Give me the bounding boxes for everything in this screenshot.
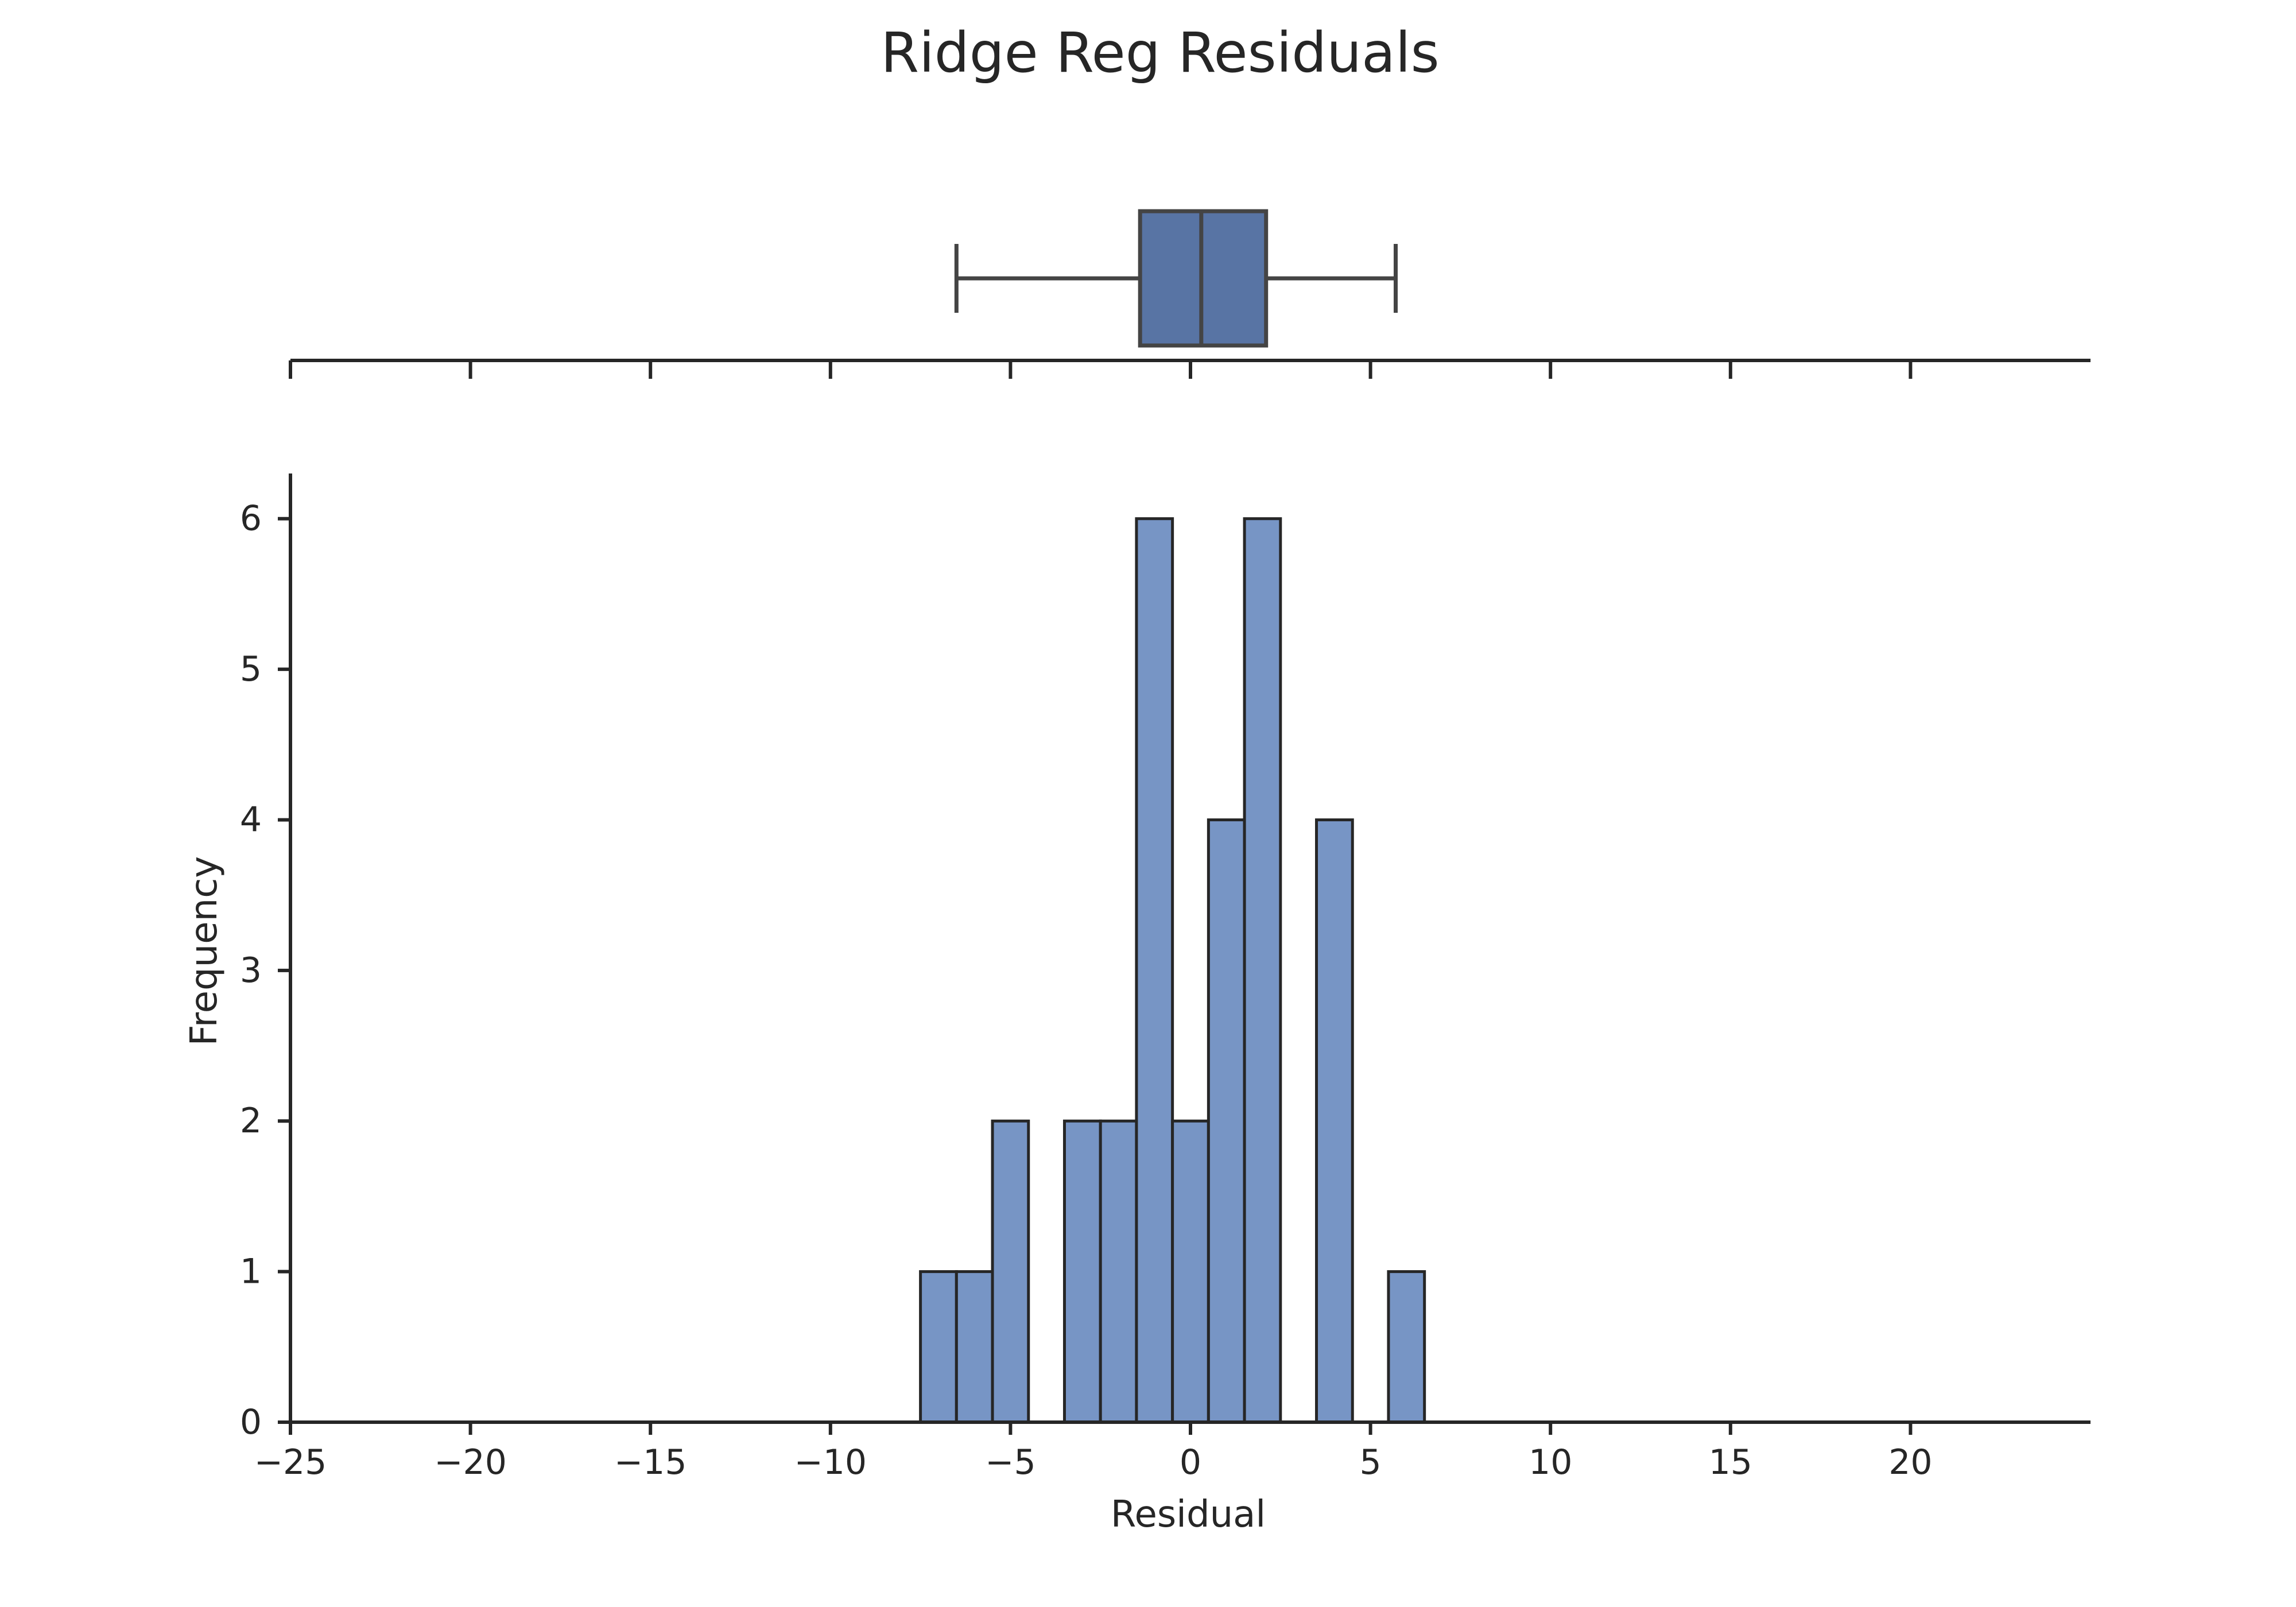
histogram-bar-0 (919, 1270, 958, 1424)
histogram-bar-11 (1315, 818, 1354, 1424)
histogram-panel: 0 1 2 3 4 5 6 −25 −20 −15 −10 −5 0 5 10 15 20 (240, 473, 2091, 1482)
x-axis-label: Residual (1111, 1493, 1266, 1536)
histogram-bar-6 (1135, 517, 1174, 1424)
y-tick-label: 4 (240, 799, 262, 840)
y-tick-label: 6 (240, 499, 262, 539)
boxplot-panel (289, 209, 2091, 379)
histogram-bar-2 (991, 1119, 1030, 1424)
histogram-bar-8 (1207, 818, 1246, 1424)
x-tick-label: 5 (1360, 1442, 1382, 1482)
x-tick-label: 15 (1709, 1442, 1752, 1482)
y-tick-label: 0 (240, 1402, 262, 1442)
histogram-bar-7 (1171, 1119, 1210, 1424)
y-tick-label: 5 (240, 649, 262, 689)
histogram-bar-4 (1062, 1119, 1102, 1424)
x-tick-label: −10 (794, 1442, 867, 1482)
x-tick-label: 10 (1529, 1442, 1572, 1482)
histogram-bar-5 (1099, 1119, 1138, 1424)
chart-title: Ridge Reg Residuals (881, 21, 1439, 85)
x-tick-label: −25 (254, 1442, 327, 1482)
x-tick-label: 0 (1180, 1442, 1201, 1482)
histogram-bar-1 (955, 1270, 994, 1424)
x-tick-label: −20 (434, 1442, 507, 1482)
y-tick-label: 1 (240, 1252, 262, 1292)
histogram-bar-13 (1387, 1270, 1426, 1424)
y-axis-label: Frequency (183, 856, 226, 1046)
y-tick-label: 3 (240, 950, 262, 991)
x-tick-label: −15 (614, 1442, 687, 1482)
y-tick-label: 2 (240, 1101, 262, 1141)
x-tick-label: 20 (1888, 1442, 1932, 1482)
x-tick-label: −5 (985, 1442, 1035, 1482)
histogram-bar-9 (1243, 517, 1282, 1424)
